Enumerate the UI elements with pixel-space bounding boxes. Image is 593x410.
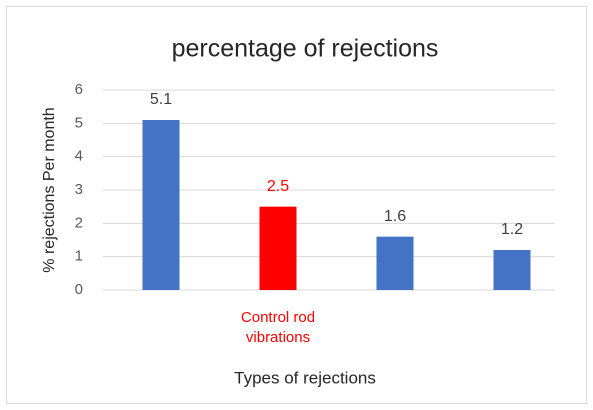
bar xyxy=(376,236,414,290)
bar xyxy=(493,250,531,290)
x-tick-label: Control rod vibrations xyxy=(241,309,315,346)
y-tick-label: 0 xyxy=(75,281,83,298)
bar xyxy=(259,206,297,290)
chart-border xyxy=(6,6,587,404)
x-axis-label: Types of rejections xyxy=(234,368,376,387)
y-axis-label: % rejections Per month xyxy=(41,107,58,272)
bar xyxy=(142,120,180,290)
y-tick-label: 5 xyxy=(75,114,83,131)
data-label: 2.5 xyxy=(267,178,289,195)
y-tick-label: 2 xyxy=(75,214,83,231)
y-tick-label: 3 xyxy=(75,181,83,198)
y-tick-label: 1 xyxy=(75,248,83,265)
y-tick-label: 6 xyxy=(75,81,83,98)
data-label: 1.6 xyxy=(384,208,406,225)
chart-title: percentage of rejections xyxy=(172,35,439,63)
y-tick-label: 4 xyxy=(75,148,83,165)
data-label: 1.2 xyxy=(501,221,523,238)
data-label: 5.1 xyxy=(150,91,172,108)
